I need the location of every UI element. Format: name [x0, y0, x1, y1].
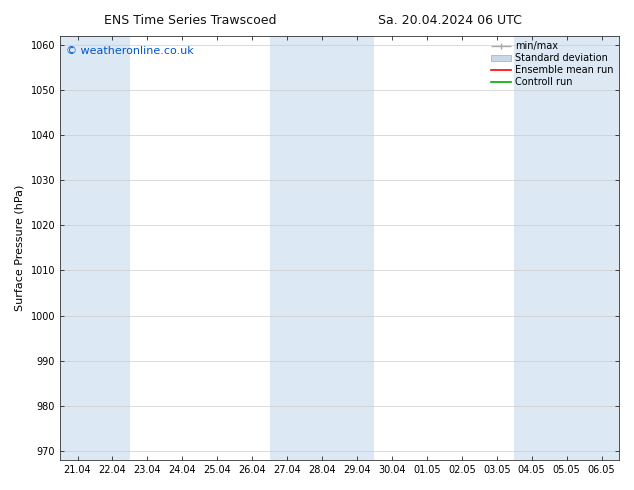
- Bar: [514, 36, 549, 460]
- Bar: [340, 36, 375, 460]
- Bar: [584, 36, 619, 460]
- Legend: min/max, Standard deviation, Ensemble mean run, Controll run: min/max, Standard deviation, Ensemble me…: [488, 39, 616, 90]
- Bar: [60, 36, 95, 460]
- Bar: [269, 36, 304, 460]
- Text: Sa. 20.04.2024 06 UTC: Sa. 20.04.2024 06 UTC: [378, 14, 522, 27]
- Bar: [304, 36, 340, 460]
- Y-axis label: Surface Pressure (hPa): Surface Pressure (hPa): [15, 185, 25, 311]
- Bar: [95, 36, 130, 460]
- Text: © weatheronline.co.uk: © weatheronline.co.uk: [66, 46, 193, 56]
- Text: ENS Time Series Trawscoed: ENS Time Series Trawscoed: [104, 14, 276, 27]
- Bar: [549, 36, 584, 460]
